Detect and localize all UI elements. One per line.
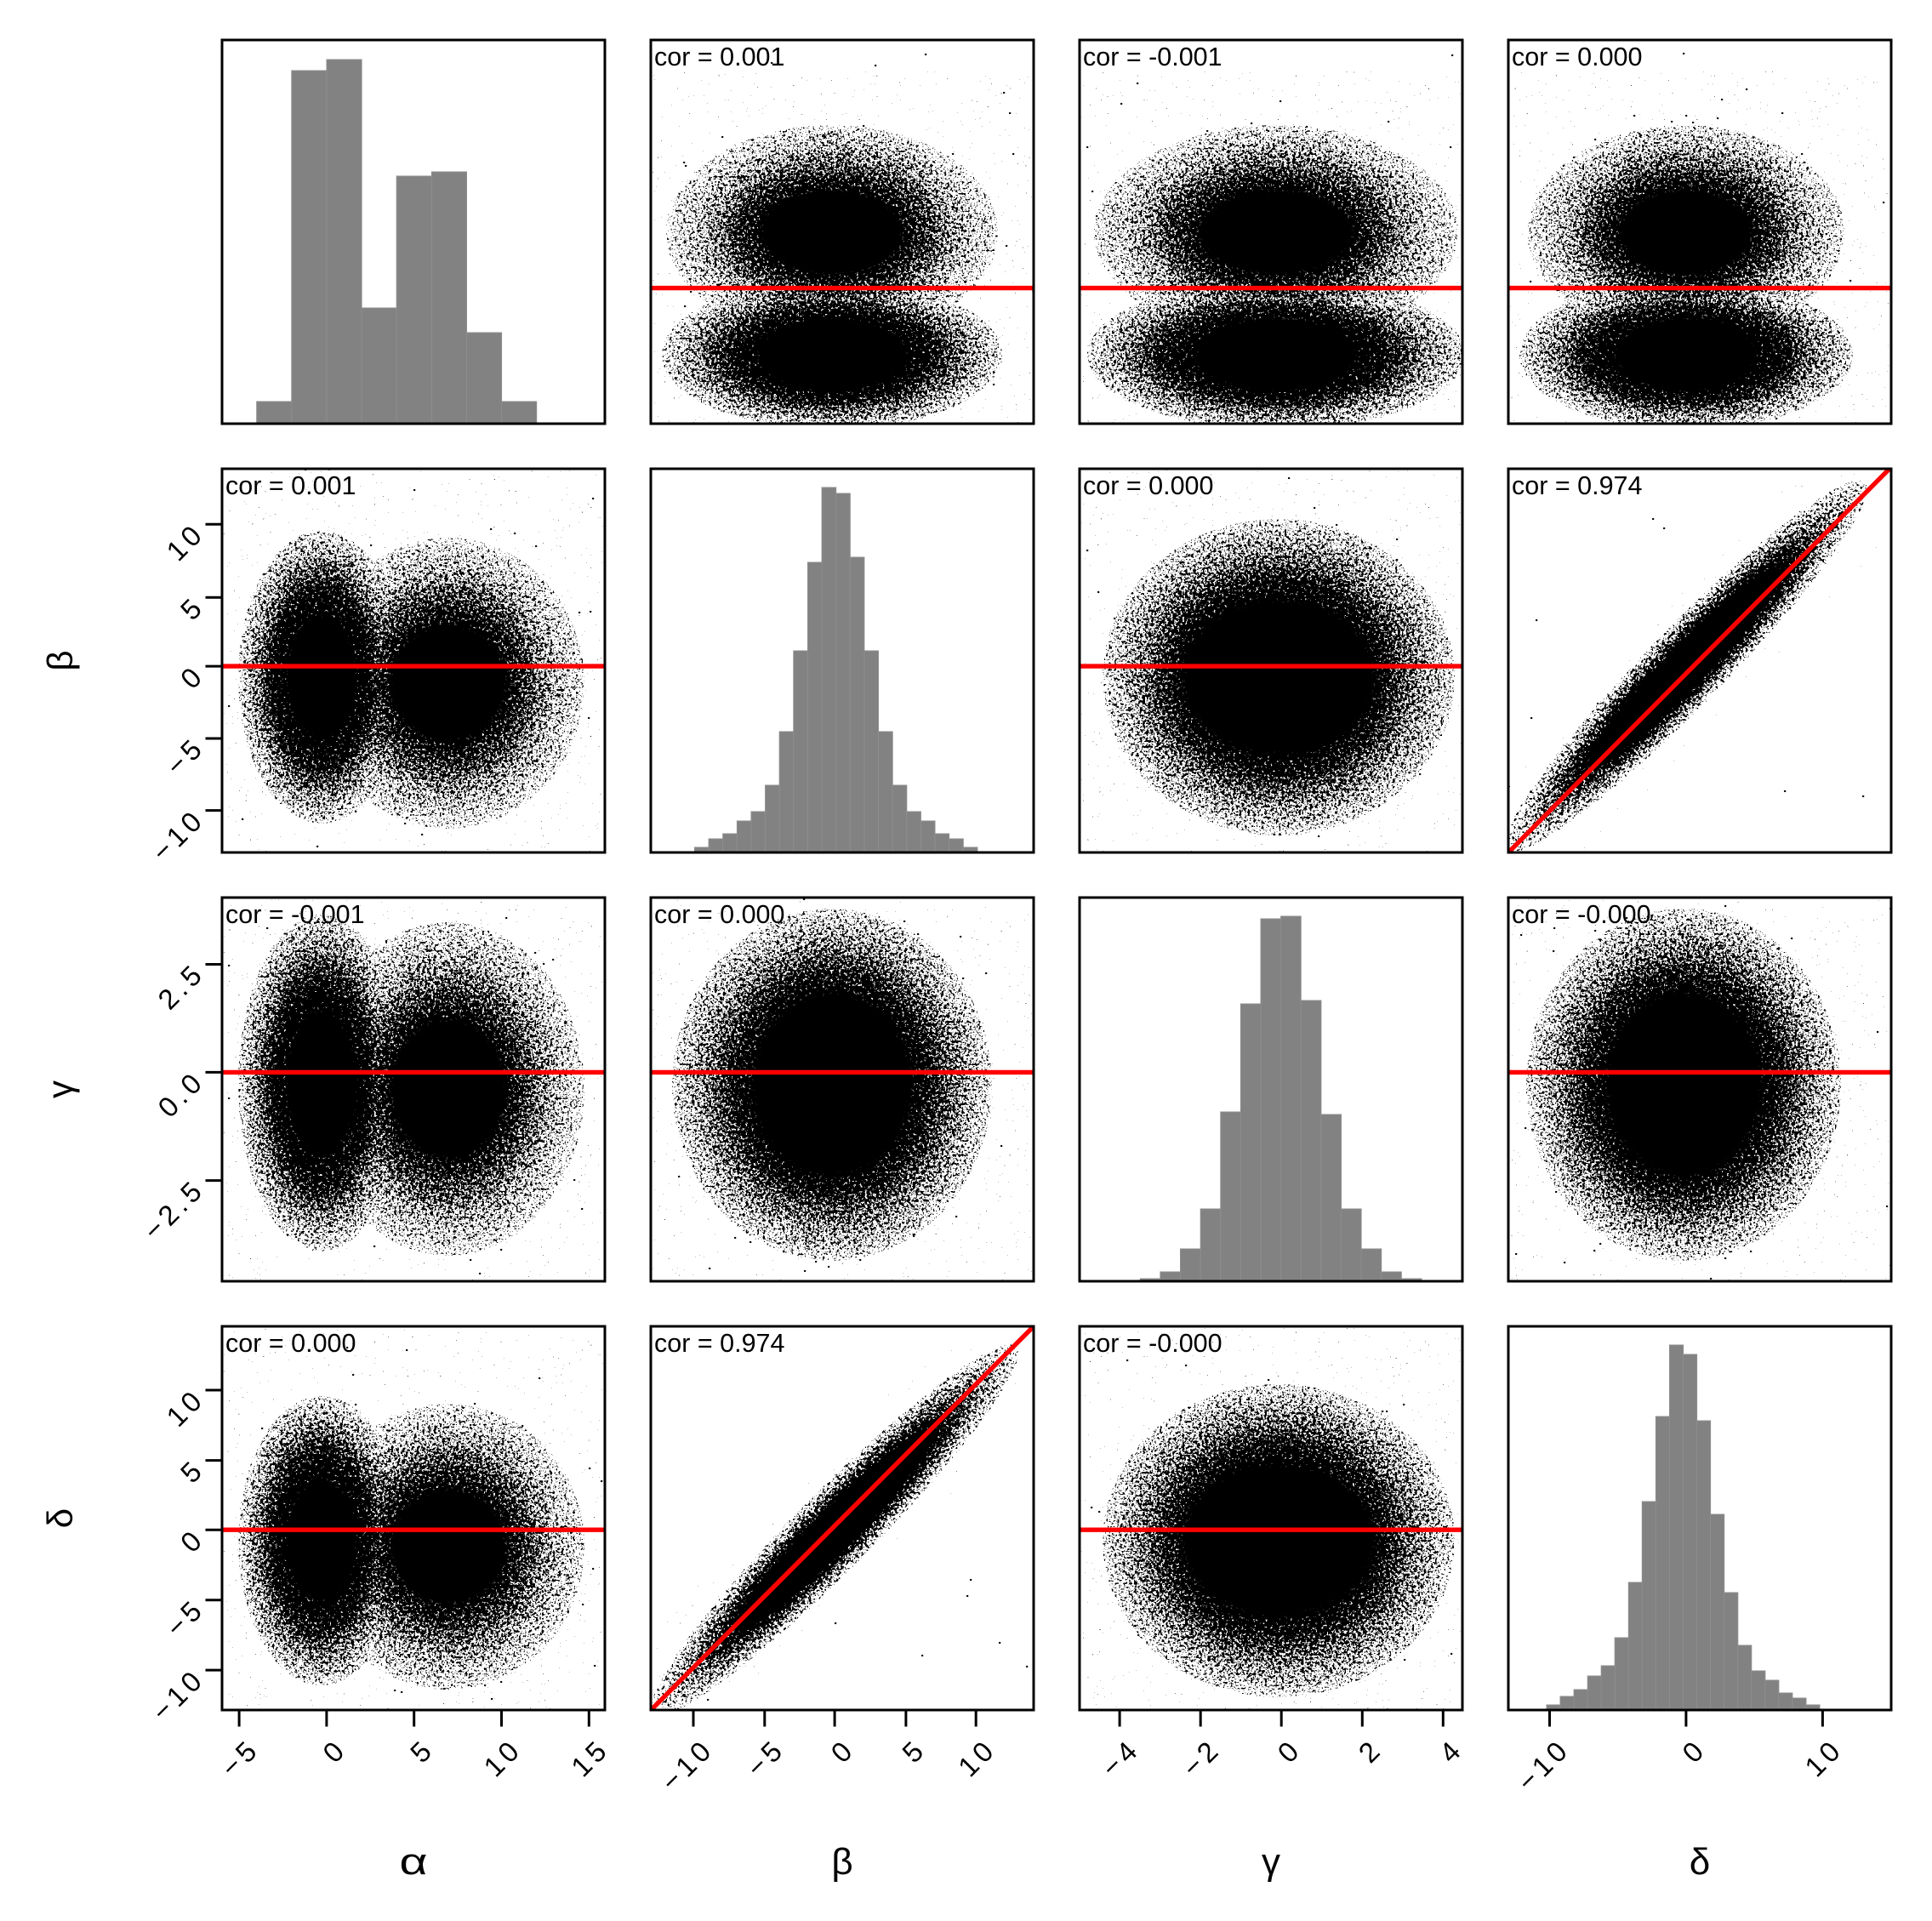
svg-text:cor = -0.001: cor = -0.001 bbox=[225, 900, 365, 929]
svg-text:cor = 0.974: cor = 0.974 bbox=[1512, 471, 1642, 500]
svg-text:cor = 0.974: cor = 0.974 bbox=[654, 1329, 784, 1358]
svg-text:γ: γ bbox=[40, 1080, 80, 1098]
svg-text:cor = -0.000: cor = -0.000 bbox=[1512, 900, 1651, 929]
svg-text:cor = 0.000: cor = 0.000 bbox=[1512, 43, 1642, 71]
svg-text:δ: δ bbox=[1690, 1841, 1711, 1883]
svg-text:cor = 0.000: cor = 0.000 bbox=[1083, 471, 1213, 500]
svg-text:cor = 0.000: cor = 0.000 bbox=[225, 1329, 356, 1358]
svg-text:α: α bbox=[399, 1840, 427, 1882]
svg-text:cor = 0.000: cor = 0.000 bbox=[654, 900, 784, 929]
svg-text:β: β bbox=[831, 1841, 852, 1883]
svg-text:γ: γ bbox=[1262, 1841, 1280, 1883]
svg-text:cor = -0.001: cor = -0.001 bbox=[1083, 43, 1222, 71]
svg-text:δ: δ bbox=[40, 1508, 80, 1528]
svg-text:cor = -0.000: cor = -0.000 bbox=[1083, 1329, 1222, 1358]
svg-text:cor = 0.001: cor = 0.001 bbox=[225, 471, 356, 500]
svg-text:cor = 0.001: cor = 0.001 bbox=[654, 43, 784, 71]
svg-text:β: β bbox=[40, 650, 80, 670]
